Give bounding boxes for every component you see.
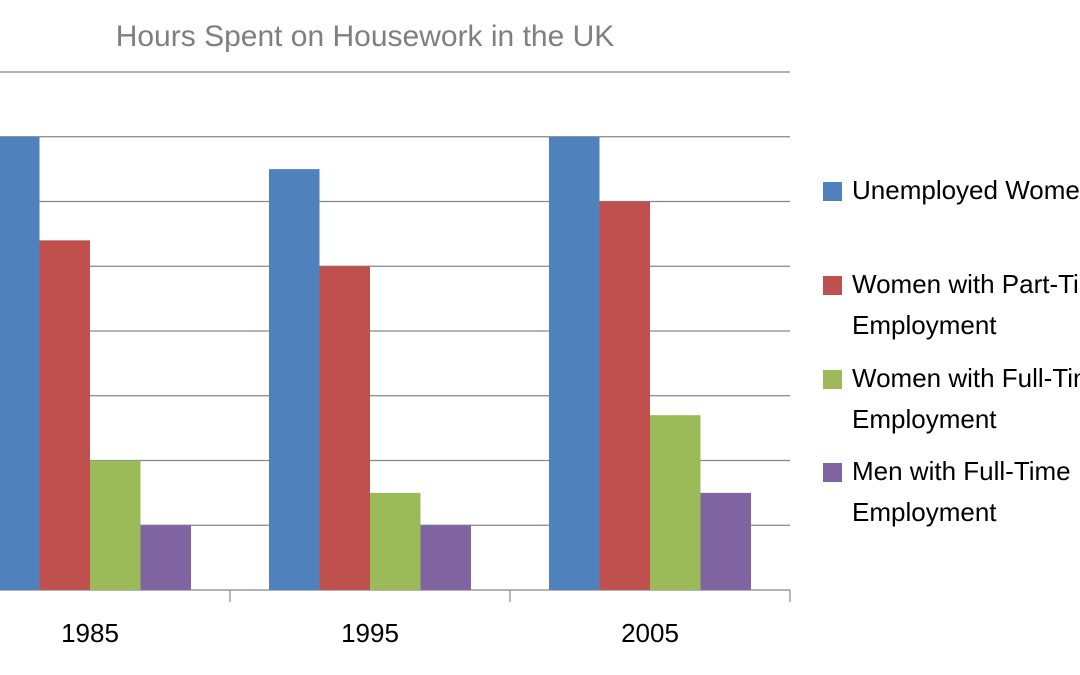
bar: [0, 136, 40, 590]
bar: [650, 415, 701, 590]
legend-swatch: [823, 370, 842, 389]
bar: [39, 240, 90, 590]
bar: [549, 136, 600, 590]
x-tick-label: 1985: [61, 618, 119, 648]
chart-title: Hours Spent on Housework in the UK: [116, 20, 615, 53]
bar: [90, 460, 141, 590]
legend-swatch: [823, 182, 842, 201]
bar: [420, 525, 471, 590]
bar: [370, 492, 421, 590]
x-tick-label: 1995: [341, 618, 399, 648]
legend-swatch: [823, 276, 842, 295]
x-tick-label: 2005: [621, 618, 679, 648]
legend-label: Men with Full-Time Employment: [852, 456, 1078, 527]
bar: [599, 201, 650, 590]
legend-swatch: [823, 463, 842, 482]
legend-label: Women with Part-Time Employment: [852, 269, 1080, 340]
bar: [700, 492, 751, 590]
legend-label: Women with Full-Time Employment: [852, 363, 1080, 434]
legend-label: Unemployed Women: [852, 175, 1080, 205]
bar: [140, 525, 191, 590]
bar: [319, 266, 370, 590]
bar: [269, 169, 320, 590]
